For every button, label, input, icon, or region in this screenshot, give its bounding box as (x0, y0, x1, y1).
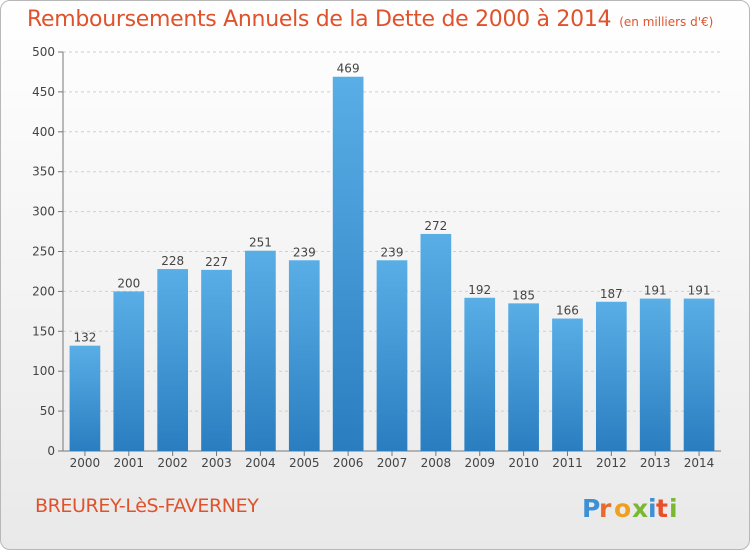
data-label: 200 (117, 276, 140, 290)
y-tick-label: 400 (32, 125, 55, 139)
x-tick-label: 2011 (552, 456, 583, 470)
svg-text:o: o (614, 494, 632, 523)
y-tick-label: 200 (32, 284, 55, 298)
svg-text:P: P (582, 494, 601, 523)
bar (332, 76, 364, 451)
x-tick-label: 2004 (245, 456, 276, 470)
x-tick-label: 2010 (508, 456, 539, 470)
axes: 0 50 100 150 200 250 300 350 400 450 500 2000 2001 20… (32, 45, 721, 470)
proxiti-logo[interactable]: P r o x i t i (582, 491, 692, 525)
data-label: 239 (381, 245, 404, 259)
y-tick-label: 450 (32, 85, 55, 99)
x-tick-label: 2009 (464, 456, 495, 470)
bar (113, 291, 145, 451)
svg-text:t: t (656, 494, 669, 523)
data-label: 185 (512, 288, 535, 302)
bar (595, 301, 627, 451)
commune-name: BREUREY-LèS-FAVERNEY (35, 495, 259, 517)
chart-unit: (en milliers d'€) (619, 15, 714, 29)
bars (69, 76, 715, 451)
data-label: 251 (249, 236, 272, 250)
data-label: 227 (205, 255, 228, 269)
bar-chart: 0 50 100 150 200 250 300 350 400 450 500 2000 2001 20… (32, 45, 721, 470)
data-label: 191 (644, 284, 667, 298)
chart-title: Remboursements Annuels de la Dette de 20… (27, 7, 713, 32)
data-label: 228 (161, 254, 184, 268)
bar (683, 298, 715, 451)
y-tick-label: 300 (32, 205, 55, 219)
bar (288, 260, 320, 451)
bar (420, 233, 452, 451)
x-tick-label: 2002 (157, 456, 188, 470)
x-tick-label: 2012 (596, 456, 627, 470)
bar (157, 269, 189, 451)
bar (376, 260, 408, 451)
x-tick-label: 2006 (333, 456, 364, 470)
bar (552, 318, 583, 451)
svg-text:i: i (648, 494, 658, 523)
y-tick-label: 0 (47, 444, 55, 458)
data-label: 469 (337, 62, 360, 76)
data-labels: 132 200 228 227 251 239 469 239 272 192 185 166 187 1… (73, 62, 710, 345)
x-tick-label: 2003 (201, 456, 232, 470)
bar (201, 269, 232, 451)
x-tick-label: 2008 (421, 456, 452, 470)
bar (245, 250, 276, 451)
data-label: 239 (293, 245, 316, 259)
data-label: 191 (688, 284, 711, 298)
y-tick-label: 500 (32, 45, 55, 59)
y-tick-label: 250 (32, 245, 55, 259)
svg-text:r: r (599, 494, 612, 523)
y-tick-label: 100 (32, 364, 55, 378)
x-tick-label: 2001 (114, 456, 145, 470)
data-label: 192 (468, 283, 491, 297)
svg-text:i: i (669, 494, 679, 523)
x-tick-label: 2007 (377, 456, 408, 470)
x-tick-label: 2005 (289, 456, 320, 470)
data-label: 187 (600, 287, 623, 301)
x-tick-label: 2000 (70, 456, 101, 470)
y-tick-label: 50 (40, 404, 55, 418)
chart-title-text: Remboursements Annuels de la Dette de 20… (27, 7, 612, 32)
bar (639, 298, 671, 451)
x-tick-label: 2013 (640, 456, 671, 470)
data-label: 166 (556, 304, 579, 318)
y-tick-label: 150 (32, 324, 55, 338)
svg-text:x: x (632, 494, 649, 523)
data-label: 132 (73, 331, 96, 345)
bar (69, 345, 101, 451)
bar (508, 303, 539, 451)
x-tick-label: 2014 (684, 456, 715, 470)
data-label: 272 (424, 219, 447, 233)
proxiti-logo-graphic: P r o x i t i (582, 494, 679, 523)
bar (464, 297, 496, 451)
y-tick-label: 350 (32, 165, 55, 179)
